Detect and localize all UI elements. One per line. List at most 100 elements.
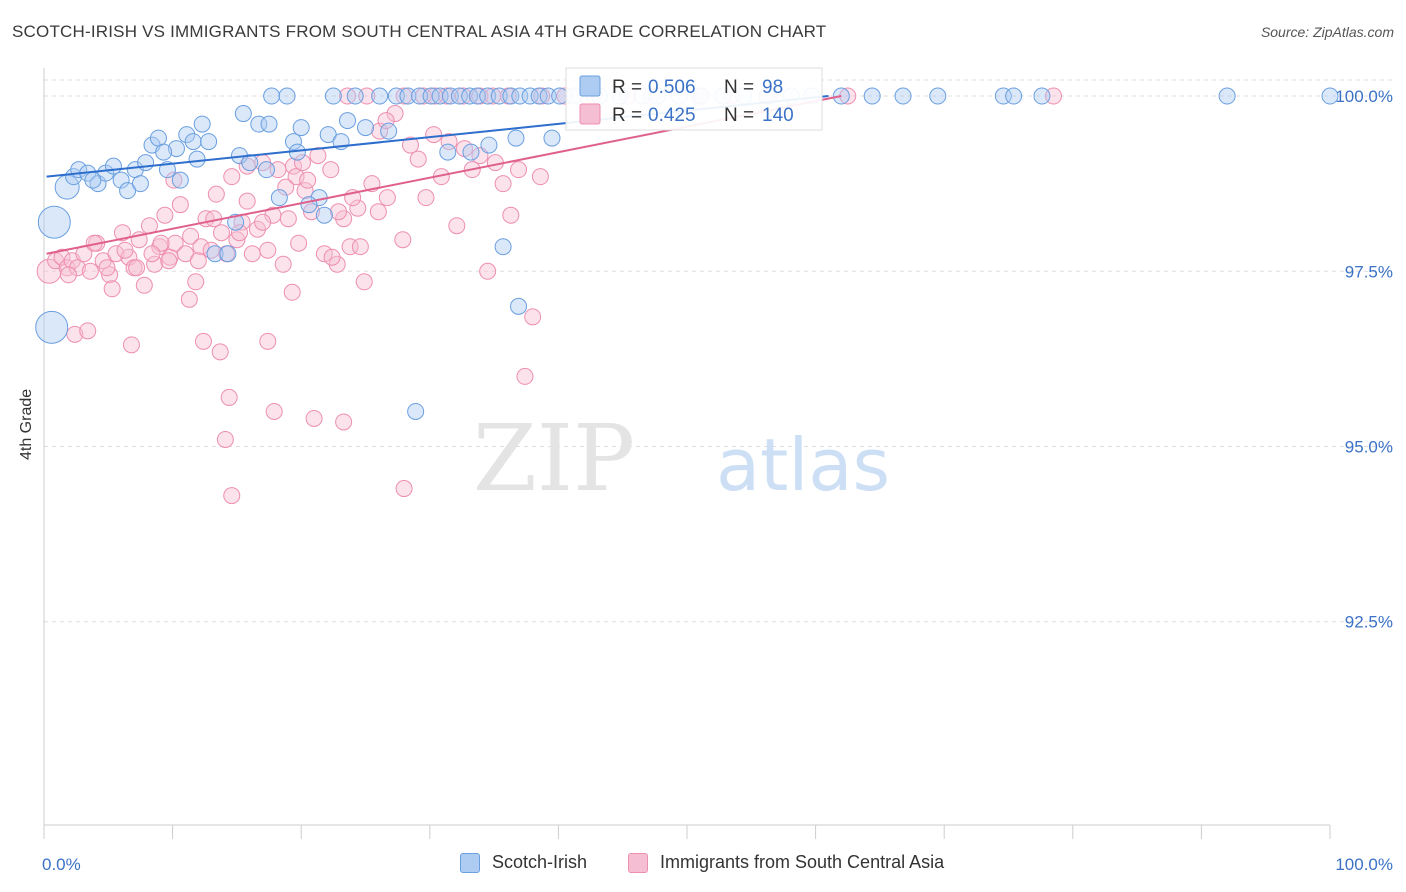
point-immigrants-from-south-central-asia: [438, 87, 456, 105]
point-immigrants-from-south-central-asia: [259, 332, 277, 350]
point-scotch-irish: [167, 140, 185, 158]
point-immigrants-from-south-central-asia: [165, 171, 183, 189]
legend-label-immigrants: Immigrants from South Central Asia: [660, 852, 945, 872]
point-immigrants-from-south-central-asia: [182, 227, 200, 245]
point-immigrants-from-south-central-asia: [207, 185, 225, 203]
legend-box-text: 140: [762, 105, 794, 126]
point-immigrants-from-south-central-asia: [494, 175, 512, 193]
point-scotch-irish: [1321, 87, 1339, 105]
legend-swatch-blue: [460, 852, 480, 873]
point-immigrants-from-south-central-asia: [176, 245, 194, 263]
point-immigrants-from-south-central-asia: [146, 255, 164, 273]
point-immigrants-from-south-central-asia: [79, 322, 97, 340]
point-immigrants-from-south-central-asia: [479, 262, 497, 280]
point-scotch-irish: [494, 238, 512, 256]
point-immigrants-from-south-central-asia: [160, 252, 178, 270]
point-scotch-irish: [324, 87, 342, 105]
point-immigrants-from-south-central-asia: [223, 487, 241, 505]
point-scotch-irish: [521, 87, 539, 105]
y-tick-label: 100.0%: [1335, 87, 1393, 106]
point-scotch-irish: [431, 87, 449, 105]
point-immigrants-from-south-central-asia: [484, 87, 502, 105]
y-tick-label: 92.5%: [1345, 613, 1393, 632]
point-scotch-irish: [260, 115, 278, 133]
y-tick-label: 97.5%: [1345, 262, 1393, 281]
point-immigrants-from-south-central-asia: [81, 262, 99, 280]
point-immigrants-from-south-central-asia: [230, 224, 248, 242]
point-immigrants-from-south-central-asia: [349, 199, 367, 217]
point-scotch-irish: [863, 87, 881, 105]
point-scotch-irish: [530, 87, 548, 105]
point-scotch-irish: [929, 87, 947, 105]
chart-title: SCOTCH-IRISH VS IMMIGRANTS FROM SOUTH CE…: [12, 22, 827, 41]
point-immigrants-from-south-central-asia: [516, 367, 534, 385]
point-immigrants-from-south-central-asia: [113, 224, 131, 242]
watermark-zip: ZIP: [473, 405, 635, 512]
legend-bottom: Scotch-Irish Immigrants from South Centr…: [0, 852, 1406, 876]
point-immigrants-from-south-central-asia: [510, 161, 528, 179]
point-immigrants-from-south-central-asia: [238, 192, 256, 210]
x-tick-label: 0.0%: [42, 855, 81, 874]
point-scotch-irish: [119, 182, 137, 200]
point-scotch-irish: [338, 112, 356, 130]
point-immigrants-from-south-central-asia: [329, 203, 347, 221]
point-scotch-irish: [278, 87, 296, 105]
point-immigrants-from-south-central-asia: [290, 234, 308, 252]
point-immigrants-from-south-central-asia: [277, 178, 295, 196]
point-immigrants-from-south-central-asia: [53, 248, 71, 266]
point-immigrants-from-south-central-asia: [216, 430, 234, 448]
point-scotch-irish: [450, 87, 468, 105]
point-scotch-irish: [284, 133, 302, 151]
point-immigrants-from-south-central-asia: [305, 409, 323, 427]
legend-item-scotch-irish[interactable]: Scotch-Irish: [460, 852, 587, 873]
point-scotch-irish: [171, 171, 189, 189]
legend-box-frame: [565, 67, 823, 131]
point-immigrants-from-south-central-asia: [143, 245, 161, 263]
point-immigrants-from-south-central-asia: [135, 276, 153, 294]
point-scotch-irish: [184, 133, 202, 151]
point-scotch-irish: [439, 143, 457, 161]
point-scotch-irish: [894, 87, 912, 105]
point-scotch-irish: [480, 136, 498, 154]
point-immigrants-from-south-central-asia: [341, 238, 359, 256]
point-scotch-irish: [155, 143, 173, 161]
point-immigrants-from-south-central-asia: [192, 238, 210, 256]
point-scotch-irish: [257, 161, 275, 179]
axes: [43, 68, 1331, 839]
point-immigrants-from-south-central-asia: [524, 308, 542, 326]
point-scotch-irish: [479, 87, 497, 105]
point-immigrants-from-south-central-asia: [425, 126, 443, 144]
point-scotch-irish: [510, 297, 528, 315]
legend-box-swatch: [579, 75, 601, 97]
point-immigrants-from-south-central-asia: [395, 480, 413, 498]
watermark-atlas: atlas: [716, 423, 890, 507]
point-immigrants-from-south-central-asia: [66, 325, 84, 343]
legend-item-immigrants[interactable]: Immigrants from South Central Asia: [628, 852, 944, 873]
point-immigrants-from-south-central-asia: [259, 241, 277, 259]
point-scotch-irish: [399, 87, 417, 105]
point-immigrants-from-south-central-asia: [220, 388, 238, 406]
watermark: ZIP atlas: [473, 405, 890, 512]
legend-label-scotch-irish: Scotch-Irish: [492, 852, 588, 872]
point-scotch-irish: [357, 119, 374, 137]
point-immigrants-from-south-central-asia: [223, 168, 241, 186]
point-immigrants-from-south-central-asia: [369, 203, 387, 221]
point-immigrants-from-south-central-asia: [502, 206, 520, 224]
point-immigrants-from-south-central-asia: [228, 231, 246, 249]
point-scotch-irish: [319, 126, 337, 144]
point-immigrants-from-south-central-asia: [68, 259, 86, 277]
point-scotch-irish: [37, 205, 71, 239]
legend-box-text: 0.506: [648, 77, 696, 98]
point-immigrants-from-south-central-asia: [128, 259, 146, 277]
point-immigrants-from-south-central-asia: [171, 196, 189, 214]
point-scotch-irish: [292, 119, 310, 137]
point-scotch-irish: [490, 87, 508, 105]
point-scotch-irish: [387, 87, 405, 105]
legend-box-text: R =: [612, 77, 642, 98]
point-scotch-irish: [994, 87, 1012, 105]
point-scotch-irish: [511, 87, 529, 105]
point-scotch-irish: [422, 87, 440, 105]
legend-box-swatch: [579, 103, 601, 125]
point-immigrants-from-south-central-asia: [402, 136, 420, 154]
